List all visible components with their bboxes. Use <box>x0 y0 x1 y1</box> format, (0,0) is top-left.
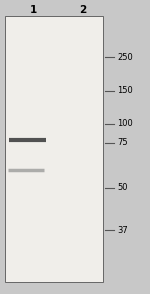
Text: 150: 150 <box>117 86 133 95</box>
Text: 2: 2 <box>79 5 86 15</box>
Text: 37: 37 <box>117 226 128 235</box>
Text: 250: 250 <box>117 53 133 62</box>
Text: 1: 1 <box>29 5 37 15</box>
Text: 75: 75 <box>117 138 128 147</box>
Text: 50: 50 <box>117 183 128 192</box>
Text: 100: 100 <box>117 119 133 128</box>
Bar <box>4 16 103 282</box>
